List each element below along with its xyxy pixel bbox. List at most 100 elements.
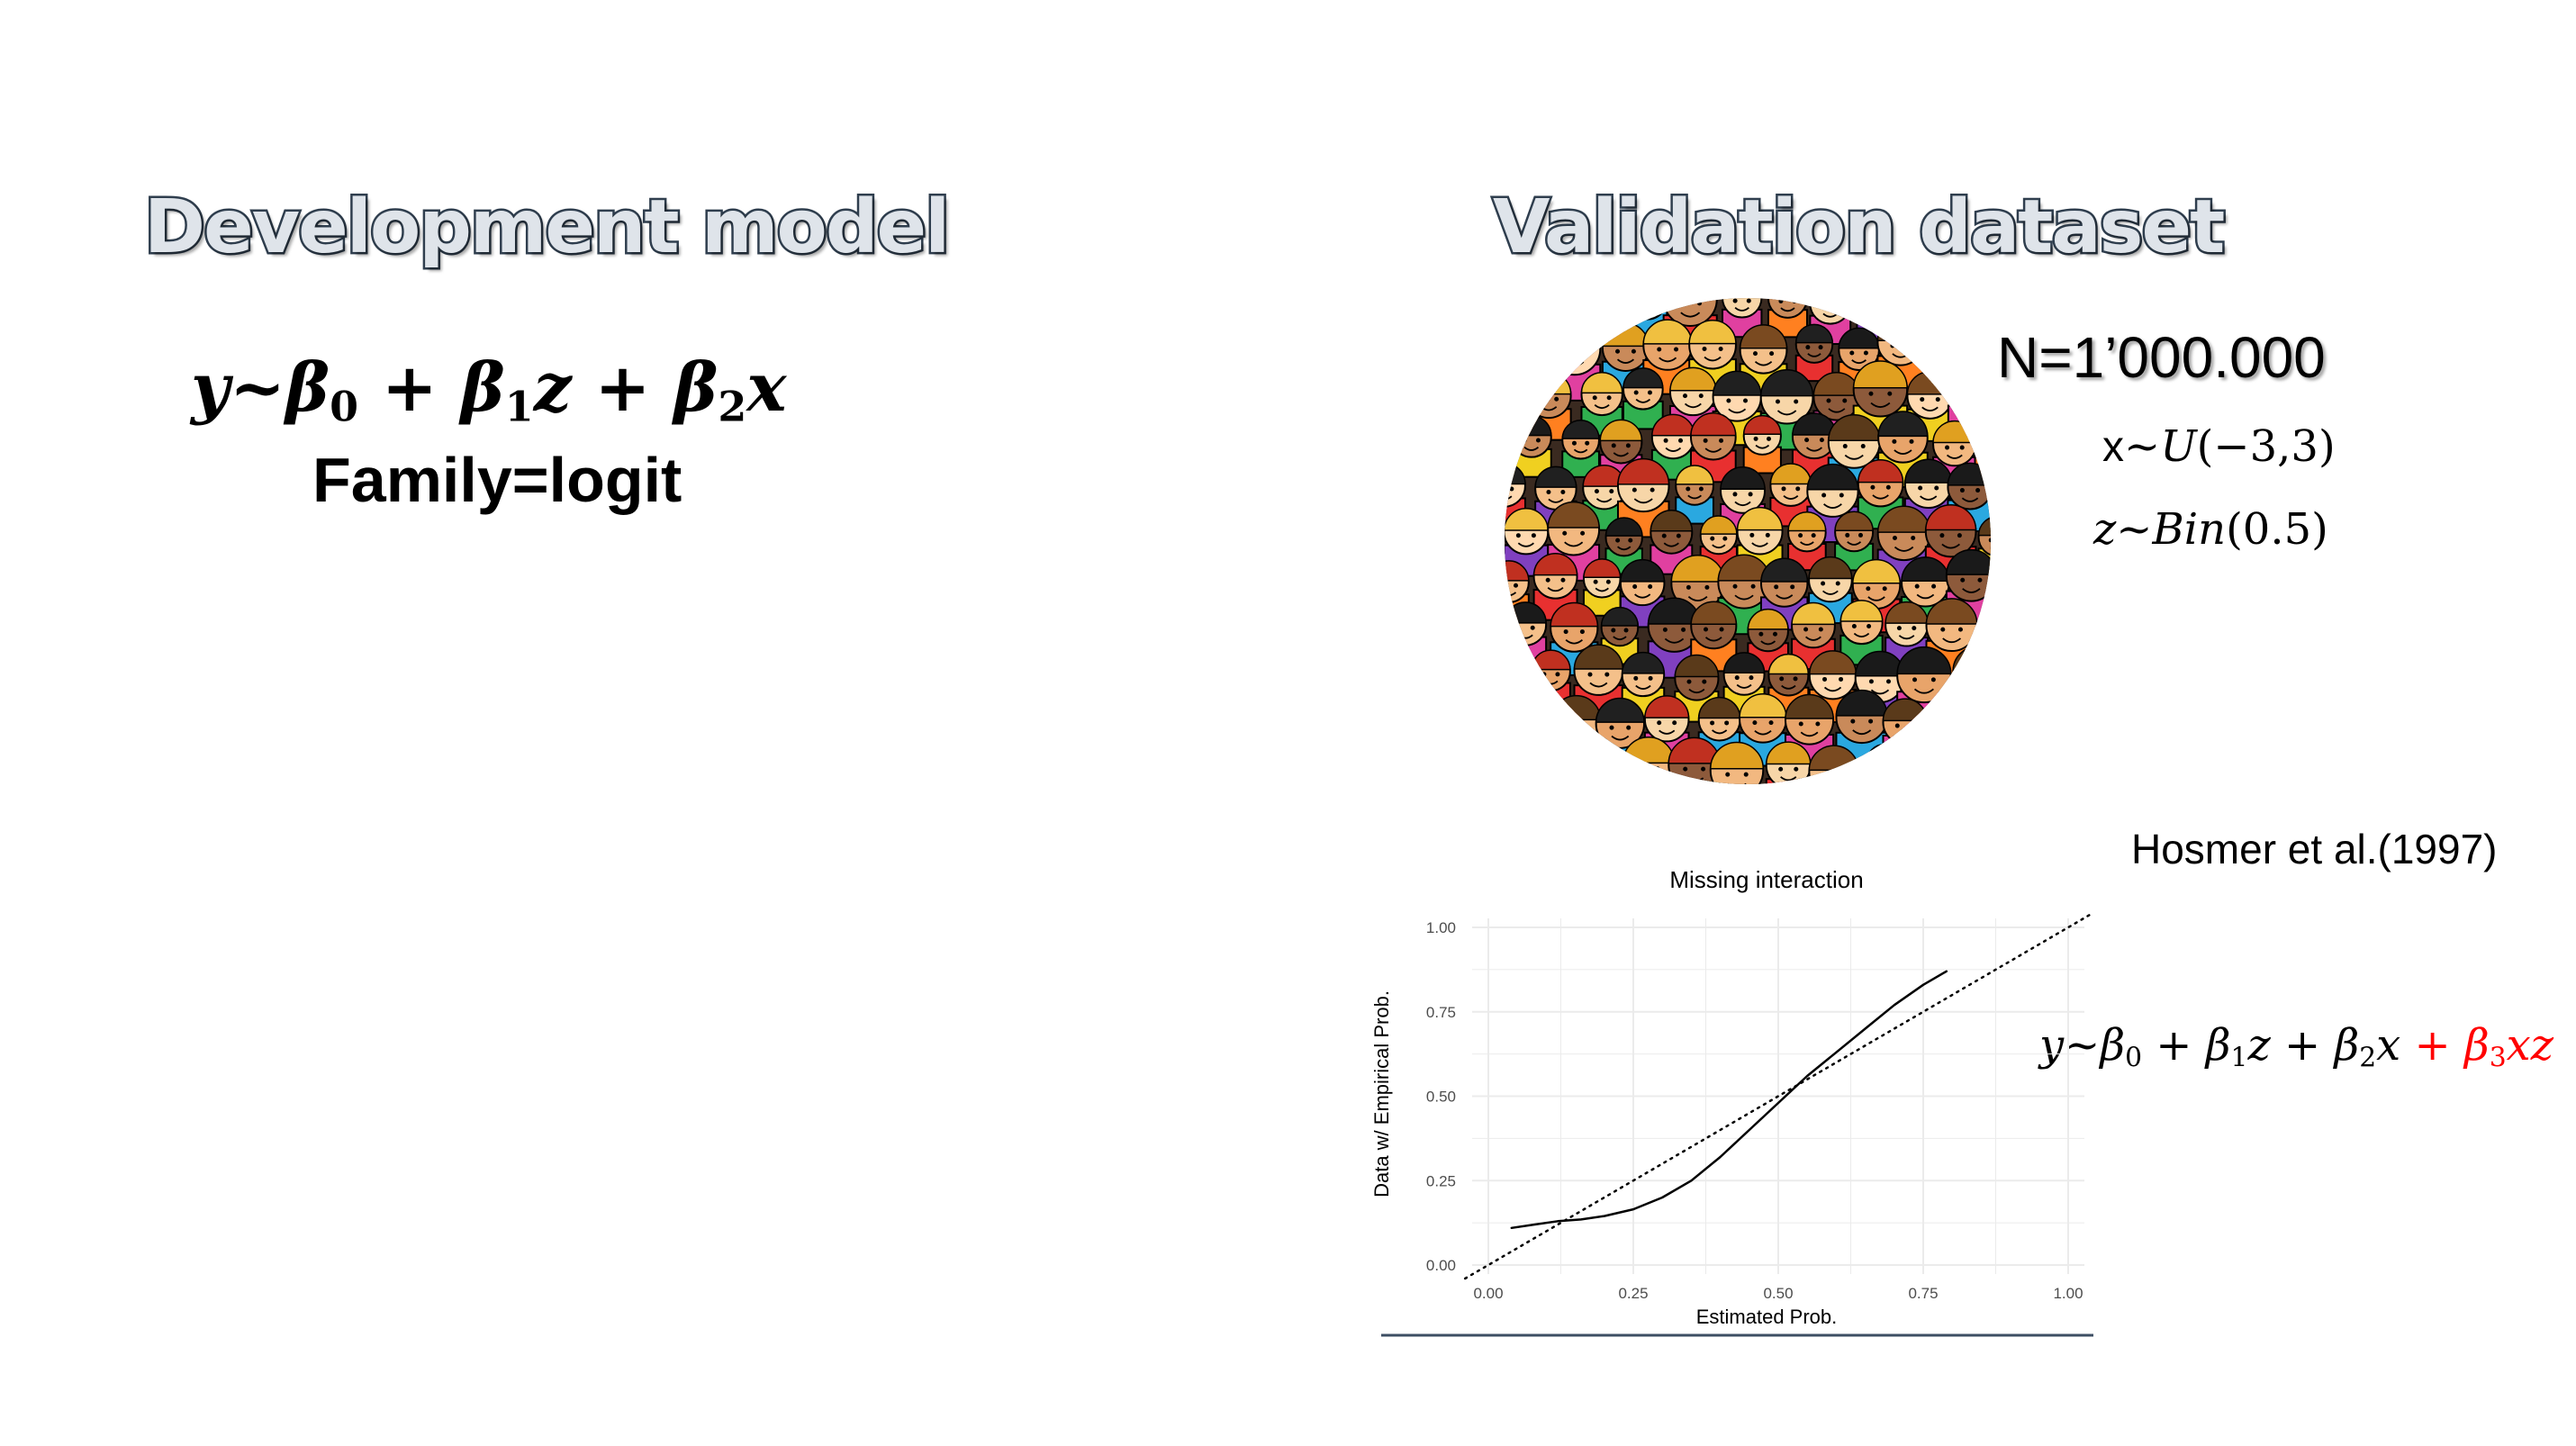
crowd-eye — [1835, 581, 1840, 586]
crowd-mouth — [1704, 447, 1722, 453]
crowd-eye — [1661, 533, 1667, 538]
crowd-eye — [1984, 346, 1990, 351]
crowd-body — [1882, 734, 1929, 768]
crowd-eye — [1615, 348, 1621, 354]
crowd-eye — [1959, 488, 1965, 493]
crowd-mouth — [1517, 542, 1534, 547]
crowd-eye — [1510, 301, 1515, 306]
crowd-eye — [1839, 676, 1844, 682]
crowd-mouth — [1712, 729, 1728, 735]
crowd-mouth — [1595, 587, 1609, 592]
tm-interaction-term: + β3xz — [2400, 1020, 2554, 1073]
crowd-eye — [1794, 766, 1799, 772]
crowd-eye — [1876, 765, 1881, 771]
crowd-eye — [1798, 721, 1803, 727]
development-model-formula: y~β0 + β1z + β2x — [191, 349, 786, 430]
crowd-mouth — [1990, 546, 1991, 551]
crowd-hair — [1513, 696, 1552, 718]
crowd-mouth — [1634, 593, 1651, 599]
crowd-eye — [1909, 438, 1914, 444]
crowd-eye — [1920, 397, 1925, 402]
crowd-eye — [1758, 631, 1764, 637]
x-dist-name: U — [2160, 421, 2197, 472]
crowd-face — [1856, 298, 1908, 325]
crowd-body — [1900, 781, 1956, 784]
crowd-eye — [1704, 584, 1710, 590]
crowd-eye — [1535, 438, 1541, 443]
crowd-eye — [1541, 672, 1547, 677]
crowd-mouth — [1617, 546, 1631, 551]
crowd-mouth — [1616, 358, 1635, 364]
crowd-eye — [1804, 438, 1810, 443]
validation-dataset-title: Validation dataset — [1490, 183, 2227, 273]
crowd-eye — [1915, 767, 1921, 773]
crowd-eye — [1686, 679, 1692, 684]
crowd-eye — [1822, 773, 1828, 779]
crowd-hair — [1834, 511, 1874, 532]
crowd-face — [1947, 369, 1991, 416]
crowd-eye — [1857, 532, 1863, 538]
crowd-hair — [1759, 369, 1814, 397]
crowd-eye — [1910, 723, 1915, 728]
crowd-eye — [1609, 489, 1614, 494]
crowd-hair — [1852, 360, 1908, 389]
crowd-eye — [1686, 486, 1691, 492]
crowd-eye — [1582, 722, 1587, 728]
x-tilde: ~ — [2124, 421, 2161, 472]
crowd-eye — [1957, 533, 1962, 538]
crowd-eye — [1626, 725, 1631, 730]
tm-y: y — [2039, 1020, 2065, 1071]
crowd-hair — [1876, 317, 1924, 341]
crowd-eye — [1889, 765, 1894, 771]
x-tick-label: 1.00 — [2053, 1285, 2083, 1302]
crowd-body — [1711, 786, 1763, 787]
tm-sub1: 1 — [2230, 1042, 2248, 1074]
crowd-eye — [1604, 672, 1610, 677]
crowd-body — [1930, 354, 1973, 385]
crowd-hair — [1767, 653, 1810, 675]
crowd-mouth — [1847, 541, 1862, 546]
crowd-body — [1507, 357, 1551, 388]
crowd-mouth — [1611, 735, 1630, 741]
crowd-eye — [1502, 583, 1505, 588]
crowd-body — [1527, 781, 1581, 784]
crowd-hair — [1977, 515, 1991, 537]
crowd-hair — [1768, 295, 1807, 296]
crowd-face — [1548, 322, 1602, 376]
crowd-eye — [1606, 395, 1612, 401]
crowd-hair — [1644, 695, 1690, 718]
crowd-hair — [1532, 553, 1578, 576]
family-label: Family=logit — [312, 445, 682, 515]
crowd-eye — [1586, 767, 1591, 773]
crowd-face — [1948, 745, 1991, 784]
crowd-eye — [1743, 398, 1749, 403]
crowd-eye — [1984, 299, 1989, 304]
crowd-eye — [1648, 675, 1653, 681]
crowd-eye — [1611, 443, 1616, 448]
crowd-eye — [1650, 487, 1655, 493]
crowd-hair — [1525, 298, 1574, 303]
crowd-hair — [1617, 457, 1670, 485]
crowd-eye — [1581, 350, 1586, 356]
crowd-eye — [1638, 300, 1643, 305]
citation: Hosmer et al.(1997) — [2131, 826, 2498, 872]
crowd-eye — [1960, 393, 1966, 398]
crowd-eye — [1698, 393, 1704, 399]
formula-beta1: β — [460, 349, 505, 427]
crowd-eye — [1683, 393, 1688, 399]
crowd-mouth — [1867, 596, 1885, 601]
crowd-eye — [1678, 438, 1684, 443]
crowd-eye — [1746, 298, 1751, 303]
crowd-hair — [1791, 601, 1836, 626]
crowd-eye — [1563, 629, 1568, 635]
crowd-hair — [1839, 600, 1884, 622]
crowd-eye — [1509, 486, 1514, 492]
crowd-hair — [1974, 416, 1991, 437]
crowd-hair — [1809, 650, 1857, 675]
crowd-mouth — [1755, 444, 1770, 449]
crowd-eye — [1655, 766, 1660, 772]
crowd-eye — [1701, 766, 1706, 772]
crowd-hair — [1505, 508, 1549, 531]
crowd-mouth — [1823, 503, 1842, 509]
crowd-hair — [1948, 744, 1991, 768]
